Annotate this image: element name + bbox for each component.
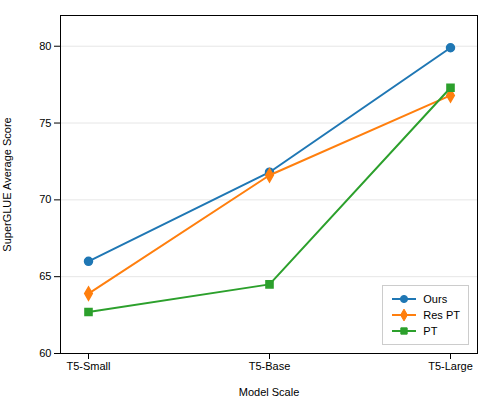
- svg-text:T5-Small: T5-Small: [66, 360, 110, 372]
- html-text:PT: PT: [423, 325, 438, 337]
- html-text:Ours: Ours: [423, 293, 448, 305]
- svg-text:Model Scale: Model Scale: [239, 386, 300, 398]
- svg-text:65: 65: [39, 270, 51, 282]
- svg-text:SuperGLUE Average Score: SuperGLUE Average Score: [1, 117, 13, 251]
- svg-text:60: 60: [39, 347, 51, 359]
- svg-text:80: 80: [39, 40, 51, 52]
- svg-text:T5-Base: T5-Base: [249, 360, 291, 372]
- svg-text:75: 75: [39, 117, 51, 129]
- svg-text:70: 70: [39, 193, 51, 205]
- html-text:Res PT: Res PT: [423, 309, 460, 321]
- svg-text:T5-Large: T5-Large: [428, 360, 473, 372]
